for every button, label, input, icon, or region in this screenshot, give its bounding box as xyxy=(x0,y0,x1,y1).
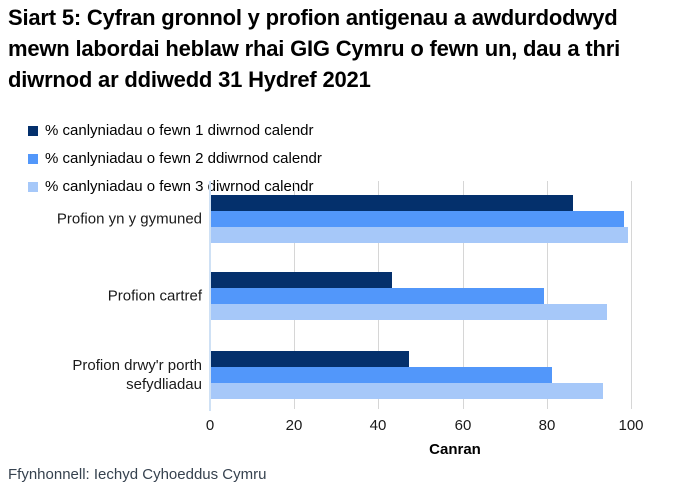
chart-title: Siart 5: Cyfran gronnol y profion antige… xyxy=(8,5,621,92)
gridline xyxy=(631,181,632,409)
bar xyxy=(211,383,603,399)
bar xyxy=(211,304,607,320)
x-tick-label: 80 xyxy=(538,417,556,434)
bar xyxy=(211,272,392,288)
bar xyxy=(211,351,409,367)
legend: % canlyniadau o fewn 1 diwrnod calendr %… xyxy=(28,122,684,206)
bar xyxy=(211,195,573,211)
legend-label-2-days: % canlyniadau o fewn 2 ddiwrnod calendr xyxy=(45,150,322,167)
x-tick-label: 40 xyxy=(369,417,387,434)
bar xyxy=(211,211,624,227)
y-axis-line xyxy=(209,181,211,411)
legend-label-1-day: % canlyniadau o fewn 1 diwrnod calendr xyxy=(45,122,314,139)
legend-label-3-days: % canlyniadau o fewn 3 diwrnod calendr xyxy=(45,178,314,195)
x-tick-label: 100 xyxy=(618,417,644,434)
x-tick-label: 60 xyxy=(454,417,472,434)
category-label: Profion drwy'r porth sefydliadau xyxy=(72,357,202,393)
legend-swatch-3-days-icon xyxy=(28,181,38,192)
legend-swatch-1-day-icon xyxy=(28,125,38,136)
bar xyxy=(211,288,544,304)
x-tick-label: 0 xyxy=(205,417,215,434)
plot-area: Canran 0 20 40 60 80 100 Profion yn y gymuned P… xyxy=(0,181,684,501)
category-label: Profion yn y gymuned xyxy=(56,210,202,228)
bar xyxy=(211,227,628,243)
gridline xyxy=(547,181,548,409)
legend-item-3-days: % canlyniadau o fewn 3 diwrnod calendr xyxy=(28,178,362,195)
category-label: Profion cartref xyxy=(107,287,202,305)
source-text: Ffynhonnell: Iechyd Cyhoeddus Cymru xyxy=(8,466,267,483)
legend-swatch-2-days-icon xyxy=(28,153,38,164)
bar xyxy=(211,367,552,383)
legend-item-1-day: % canlyniadau o fewn 1 diwrnod calendr xyxy=(28,122,362,139)
legend-item-2-days: % canlyniadau o fewn 2 ddiwrnod calendr xyxy=(28,150,362,167)
x-tick-label: 20 xyxy=(285,417,303,434)
x-axis-title: Canran xyxy=(429,441,481,458)
